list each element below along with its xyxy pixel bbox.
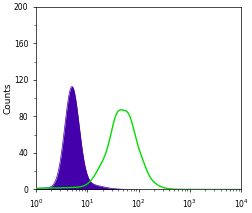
Y-axis label: Counts: Counts [4, 82, 12, 114]
